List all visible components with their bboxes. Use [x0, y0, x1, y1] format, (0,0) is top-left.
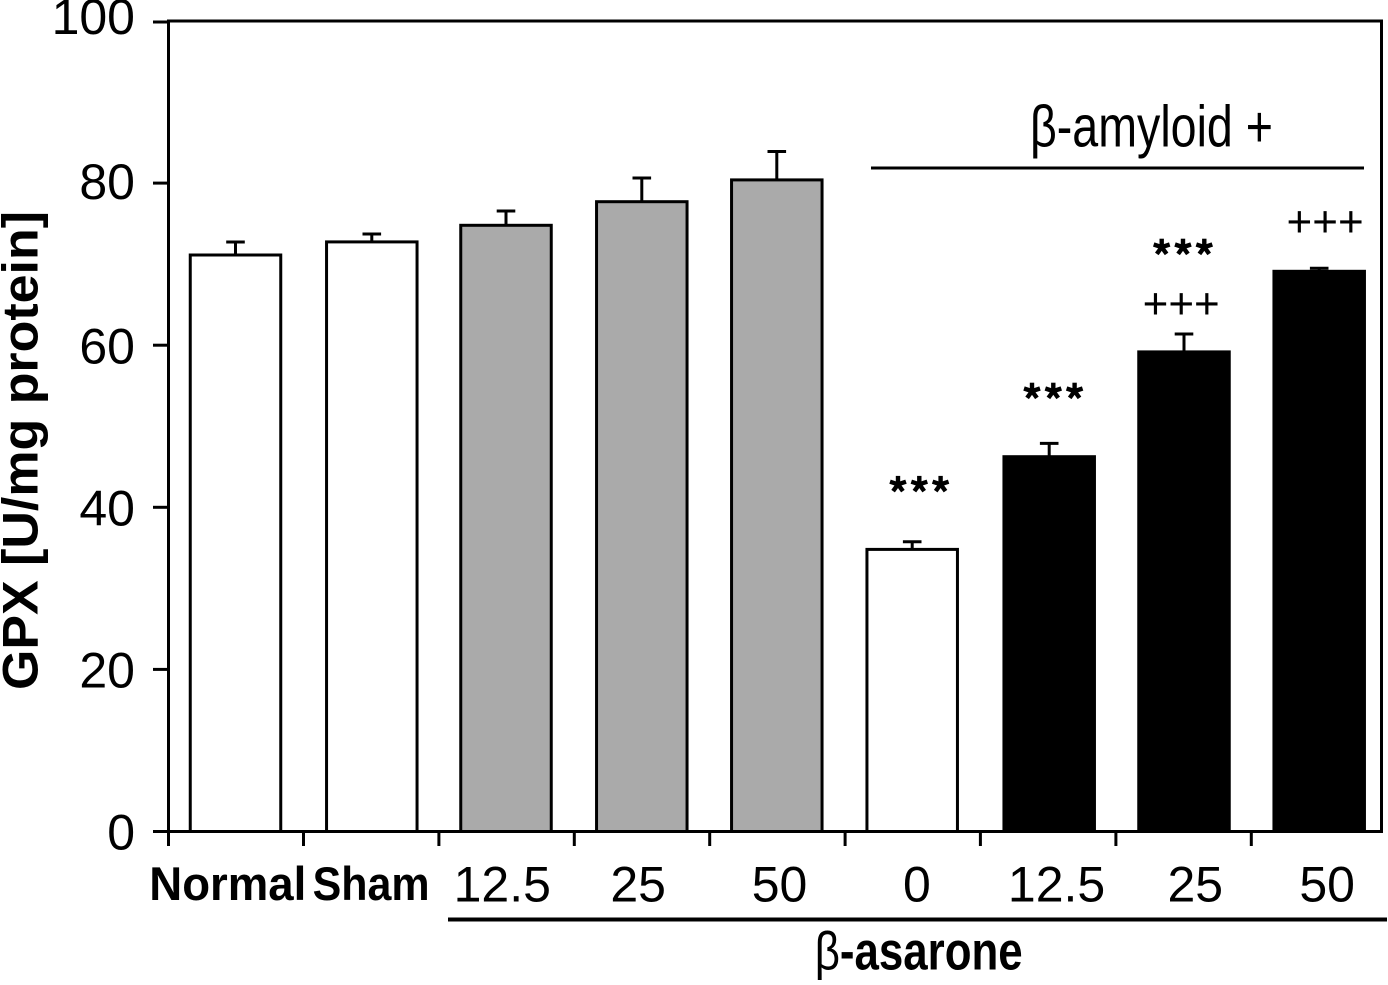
svg-text:25: 25 — [1167, 857, 1223, 913]
svg-text:0: 0 — [107, 805, 135, 861]
svg-text:60: 60 — [79, 318, 135, 374]
svg-text:β-amyloid +: β-amyloid + — [1030, 95, 1273, 160]
svg-text:80: 80 — [79, 154, 135, 210]
svg-text:50: 50 — [1299, 857, 1355, 913]
svg-text:12.5: 12.5 — [454, 857, 551, 913]
svg-text:40: 40 — [79, 480, 135, 536]
svg-text:+++: +++ — [1287, 197, 1364, 246]
svg-text:β-asarone: β-asarone — [815, 922, 1023, 980]
svg-text:GPX [U/mg protein]: GPX [U/mg protein] — [0, 211, 49, 690]
svg-text:0: 0 — [903, 857, 931, 913]
svg-text:Normal: Normal — [149, 857, 306, 910]
svg-text:Sham: Sham — [313, 857, 430, 910]
svg-text:100: 100 — [52, 0, 135, 45]
svg-text:12.5: 12.5 — [1008, 857, 1105, 913]
svg-text:+++: +++ — [1143, 279, 1220, 328]
svg-text:50: 50 — [752, 857, 808, 913]
svg-text:25: 25 — [610, 857, 666, 913]
svg-text:20: 20 — [79, 643, 135, 699]
